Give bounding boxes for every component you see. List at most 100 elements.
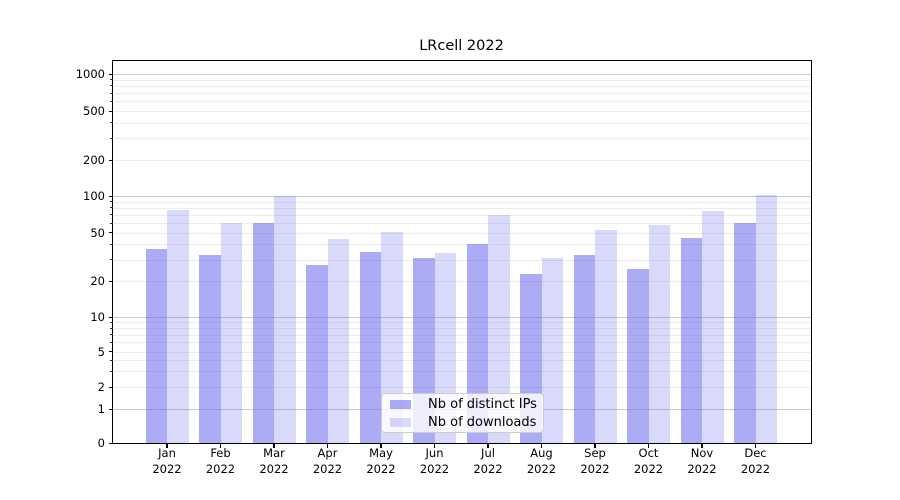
- x-tick: [647, 443, 650, 448]
- y-gridline-minor: [113, 207, 811, 209]
- legend-item-downloads: Nb of downloads: [388, 414, 537, 430]
- x-tick-label-line: 2022: [419, 461, 450, 476]
- bar-apr-2022-s0: [306, 265, 328, 443]
- y-tick-label: 1: [97, 402, 105, 416]
- x-tick-label: Sep 2022: [567, 446, 623, 477]
- y-gridline-minor: [113, 351, 811, 353]
- y-minor-tick: [110, 100, 113, 102]
- y-tick-label: 0: [97, 436, 105, 450]
- bar-sep-2022-s1: [595, 229, 617, 443]
- y-tick-label: 2: [97, 380, 105, 394]
- y-minor-tick: [110, 85, 113, 87]
- bar-apr-2022-s1: [327, 239, 349, 443]
- y-gridline-minor: [113, 214, 811, 216]
- x-tick-label: Apr 2022: [300, 446, 356, 477]
- x-tick: [594, 443, 596, 448]
- legend-swatch-downloads-icon: [390, 417, 411, 427]
- x-tick-label-line: Aug: [530, 446, 553, 460]
- bar-feb-2022-s1: [220, 223, 242, 443]
- x-tick: [487, 443, 489, 448]
- x-tick-label-line: Apr: [317, 446, 338, 460]
- x-tick-label-line: Jun: [425, 446, 444, 460]
- y-minor-tick: [110, 222, 113, 224]
- x-tick-label: Feb 2022: [193, 446, 249, 477]
- y-gridline-minor: [113, 122, 811, 124]
- y-minor-tick: [110, 207, 113, 209]
- y-minor-tick: [110, 214, 113, 216]
- x-tick-label: Jan 2022: [139, 446, 195, 477]
- y-minor-tick: [110, 92, 113, 94]
- y-tick-label: 20: [90, 274, 105, 288]
- y-tick: [108, 232, 113, 234]
- x-tick-label: Mar 2022: [246, 446, 302, 477]
- y-gridline-minor: [113, 371, 811, 373]
- y-minor-tick: [110, 79, 113, 81]
- x-tick: [380, 443, 382, 448]
- bar-nov-2022-s1: [702, 210, 724, 443]
- x-tick-label-line: 2022: [580, 461, 610, 476]
- x-tick-label-line: Dec: [744, 446, 767, 460]
- bar-jan-2022-s1: [167, 209, 189, 443]
- y-minor-tick: [110, 137, 113, 139]
- chart-title: LRcell 2022: [419, 38, 504, 54]
- y-tick: [108, 386, 113, 388]
- x-tick: [433, 443, 436, 448]
- y-minor-tick: [110, 359, 113, 361]
- x-tick-label-line: Mar: [263, 446, 285, 460]
- y-minor-tick: [110, 370, 113, 372]
- y-minor-tick: [110, 334, 113, 336]
- y-tick: [108, 408, 113, 410]
- bar-jul-2022-s1: [488, 214, 510, 443]
- x-tick: [273, 443, 275, 448]
- bar-may-2022-s0: [359, 251, 381, 443]
- y-gridline-minor: [113, 334, 811, 336]
- x-tick: [701, 443, 703, 448]
- bar-aug-2022-s1: [541, 257, 563, 443]
- x-tick-label-line: 2022: [687, 461, 717, 476]
- x-tick-label: Aug 2022: [514, 446, 570, 477]
- y-gridline-major: [113, 74, 811, 75]
- y-gridline-minor: [113, 111, 811, 112]
- y-tick-label: 10: [90, 310, 105, 324]
- y-gridline-minor: [113, 138, 811, 140]
- x-tick: [166, 443, 168, 448]
- y-gridline-minor: [113, 160, 811, 161]
- bar-dec-2022-s0: [734, 223, 756, 443]
- x-tick-label-line: 2022: [740, 461, 771, 476]
- x-tick: [326, 443, 329, 448]
- bar-mar-2022-s1: [274, 196, 296, 443]
- y-tick-label: 5: [97, 344, 105, 359]
- x-tick-label: Oct 2022: [621, 446, 677, 477]
- y-gridline-minor: [113, 201, 811, 203]
- y-gridline-major: [113, 317, 811, 318]
- y-minor-tick: [110, 321, 113, 323]
- legend-item-distinct-ips: Nb of distinct IPs: [388, 396, 537, 412]
- y-gridline-minor: [113, 93, 811, 95]
- y-tick: [108, 280, 113, 282]
- y-gridline-minor: [113, 232, 811, 234]
- legend: Nb of distinct IPs Nb of downloads: [381, 393, 544, 433]
- y-tick: [108, 110, 113, 112]
- y-tick-label: 50: [90, 225, 105, 240]
- y-gridline-minor: [113, 281, 811, 282]
- y-gridline-minor: [113, 85, 811, 87]
- bar-oct-2022-s1: [648, 224, 670, 443]
- y-gridline-minor: [113, 328, 811, 330]
- y-minor-tick: [110, 259, 113, 261]
- x-tick-label-line: 2022: [473, 461, 503, 476]
- y-minor-tick: [110, 341, 113, 343]
- x-tick-label-line: May: [369, 446, 393, 460]
- y-tick: [108, 351, 113, 353]
- y-minor-tick: [110, 243, 113, 245]
- y-gridline-minor: [113, 322, 811, 324]
- x-tick-label-line: 2022: [259, 461, 289, 476]
- y-gridline-minor: [113, 342, 811, 344]
- bar-oct-2022-s0: [627, 269, 649, 443]
- x-tick-label-line: Jan: [158, 446, 176, 460]
- x-tick-label-line: 2022: [366, 461, 396, 476]
- y-tick-label: 100: [83, 189, 105, 203]
- y-gridline-minor: [113, 387, 811, 388]
- bar-jan-2022-s0: [145, 248, 167, 443]
- x-tick: [219, 443, 222, 448]
- x-tick-label-line: Feb: [210, 446, 231, 460]
